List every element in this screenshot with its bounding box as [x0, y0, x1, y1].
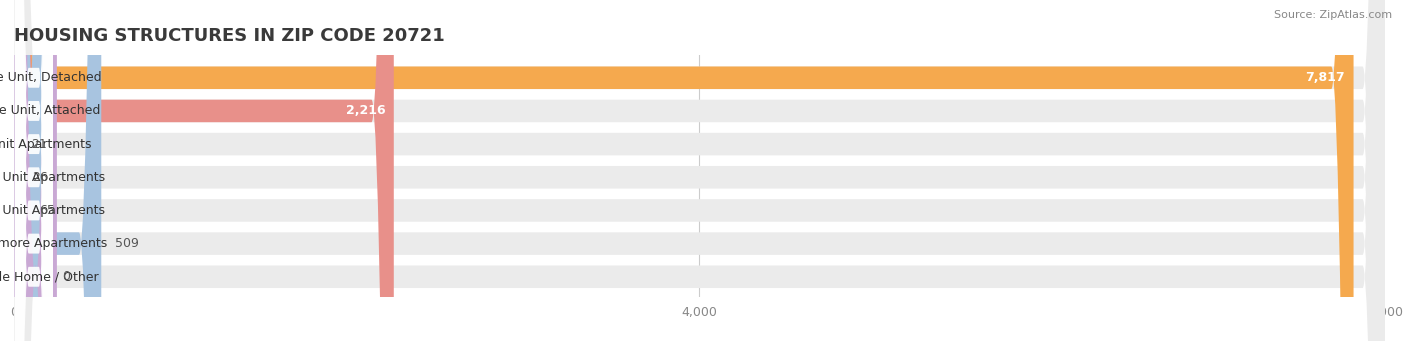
- Text: 5 to 9 Unit Apartments: 5 to 9 Unit Apartments: [0, 204, 105, 217]
- Text: 0: 0: [62, 270, 70, 283]
- Text: HOUSING STRUCTURES IN ZIP CODE 20721: HOUSING STRUCTURES IN ZIP CODE 20721: [14, 27, 444, 45]
- Text: 10 or more Apartments: 10 or more Apartments: [0, 237, 107, 250]
- Text: 509: 509: [115, 237, 139, 250]
- Text: 26: 26: [32, 171, 48, 184]
- FancyBboxPatch shape: [14, 0, 1385, 341]
- FancyBboxPatch shape: [14, 0, 1385, 341]
- Text: 65: 65: [39, 204, 55, 217]
- Text: 2,216: 2,216: [346, 104, 385, 117]
- FancyBboxPatch shape: [14, 0, 1385, 341]
- FancyBboxPatch shape: [14, 0, 1385, 341]
- FancyBboxPatch shape: [15, 0, 52, 341]
- FancyBboxPatch shape: [15, 0, 52, 341]
- FancyBboxPatch shape: [14, 0, 56, 341]
- FancyBboxPatch shape: [14, 0, 101, 341]
- FancyBboxPatch shape: [15, 0, 52, 341]
- FancyBboxPatch shape: [14, 0, 1385, 341]
- Text: 3 or 4 Unit Apartments: 3 or 4 Unit Apartments: [0, 171, 105, 184]
- Text: Source: ZipAtlas.com: Source: ZipAtlas.com: [1274, 10, 1392, 20]
- FancyBboxPatch shape: [14, 0, 1385, 341]
- FancyBboxPatch shape: [15, 0, 52, 341]
- Text: Mobile Home / Other: Mobile Home / Other: [0, 270, 98, 283]
- FancyBboxPatch shape: [14, 0, 48, 341]
- Text: Single Unit, Detached: Single Unit, Detached: [0, 71, 103, 84]
- FancyBboxPatch shape: [14, 0, 48, 341]
- FancyBboxPatch shape: [15, 0, 52, 341]
- FancyBboxPatch shape: [14, 0, 394, 341]
- Text: 21: 21: [31, 138, 48, 151]
- FancyBboxPatch shape: [14, 0, 1354, 341]
- FancyBboxPatch shape: [14, 0, 1385, 341]
- FancyBboxPatch shape: [14, 0, 48, 341]
- Text: Single Unit, Attached: Single Unit, Attached: [0, 104, 100, 117]
- Text: 7,817: 7,817: [1305, 71, 1346, 84]
- Text: 2 Unit Apartments: 2 Unit Apartments: [0, 138, 91, 151]
- FancyBboxPatch shape: [15, 0, 52, 341]
- FancyBboxPatch shape: [15, 0, 52, 341]
